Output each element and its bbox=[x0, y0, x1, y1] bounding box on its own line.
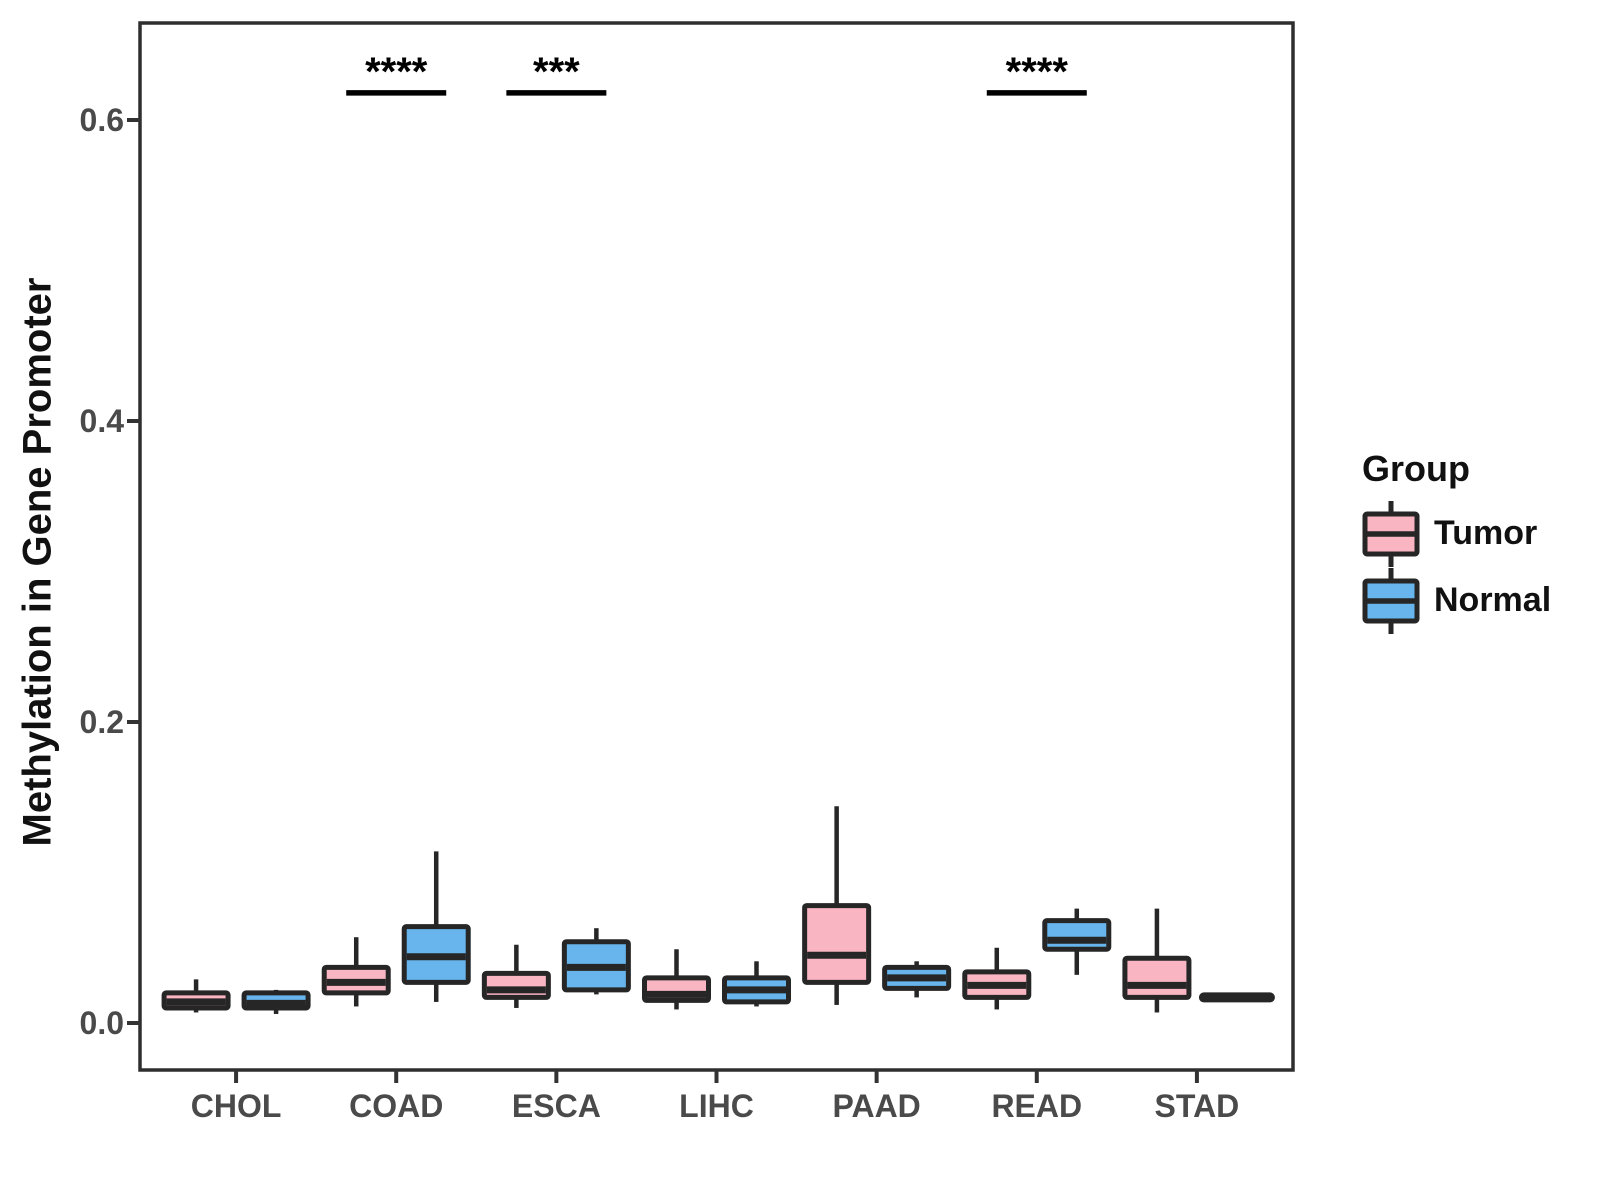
x-tick-label-esca: ESCA bbox=[512, 1088, 601, 1124]
y-tick-label: 0.4 bbox=[80, 403, 125, 439]
significance-stars-coad: **** bbox=[365, 50, 428, 94]
box-read-normal bbox=[1042, 918, 1112, 952]
x-tick-label-read: READ bbox=[991, 1088, 1082, 1124]
box-paad-tumor bbox=[802, 903, 872, 985]
y-axis-title: Methylation in Gene Promoter bbox=[15, 277, 60, 847]
legend-title: Group bbox=[1362, 448, 1470, 489]
box-stad-tumor bbox=[1122, 955, 1192, 1000]
y-tick-label: 0.0 bbox=[80, 1005, 124, 1041]
y-tick-label: 0.2 bbox=[80, 704, 124, 740]
normal-boxplot-key-icon bbox=[1362, 567, 1420, 634]
x-tick-label-paad: PAAD bbox=[832, 1088, 920, 1124]
tumor-boxplot-key-icon bbox=[1362, 500, 1420, 567]
significance-stars-read: **** bbox=[1006, 50, 1069, 94]
x-tick-label-stad: STAD bbox=[1155, 1088, 1240, 1124]
y-tick-label: 0.6 bbox=[80, 102, 124, 138]
panel-border bbox=[138, 21, 1295, 1072]
legend-item-normal: Normal bbox=[1362, 567, 1551, 634]
x-tick-label-chol: CHOL bbox=[191, 1088, 282, 1124]
legend-label-normal: Normal bbox=[1434, 581, 1552, 619]
legend: Group Tumor Normal bbox=[1362, 448, 1551, 634]
legend-item-tumor: Tumor bbox=[1362, 500, 1551, 567]
legend-label-tumor: Tumor bbox=[1434, 514, 1538, 552]
x-tick-label-lihc: LIHC bbox=[679, 1088, 754, 1124]
x-tick-label-coad: COAD bbox=[349, 1088, 443, 1124]
significance-stars-esca: *** bbox=[533, 50, 580, 94]
box-esca-tumor bbox=[481, 970, 551, 1000]
